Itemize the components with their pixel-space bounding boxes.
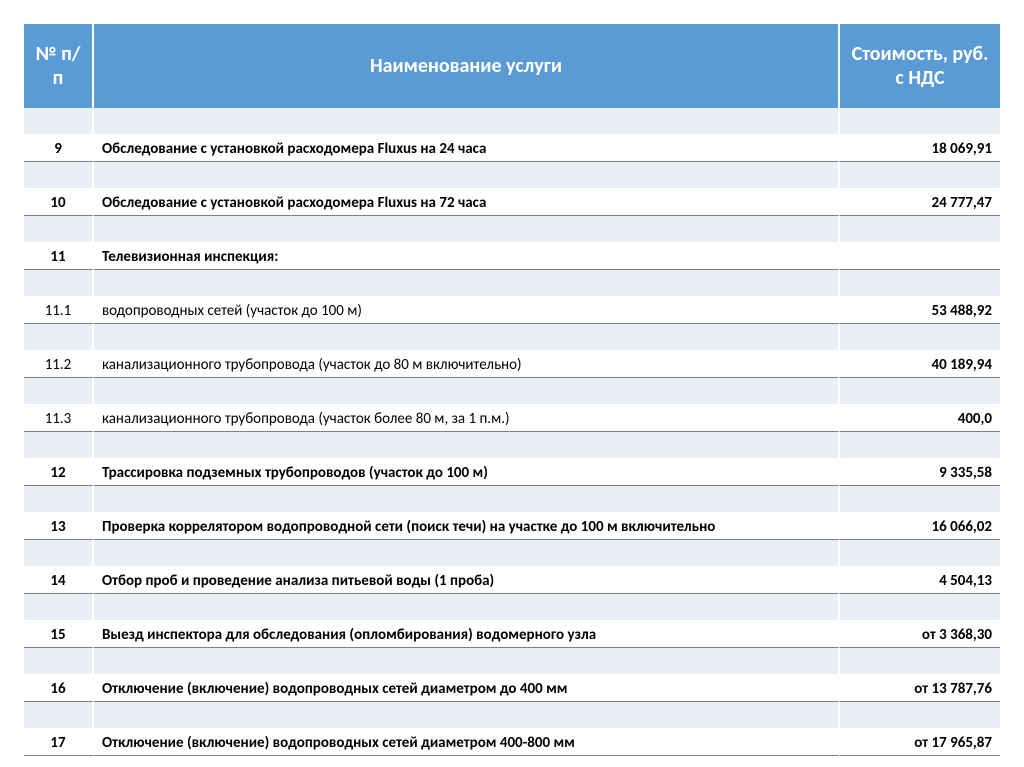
cell-service-name: Обследование с установкой расходомера Fl… (94, 134, 840, 162)
table-row: 9Обследование с установкой расходомера F… (24, 134, 1000, 162)
row-spacer (24, 108, 1000, 134)
cell-price: 24 777,47 (840, 188, 1000, 216)
row-spacer (24, 648, 1000, 674)
cell-service-name: Трассировка подземных трубопроводов (уча… (94, 458, 840, 486)
row-spacer (24, 324, 1000, 350)
cell-number: 14 (24, 566, 94, 594)
row-spacer (24, 270, 1000, 296)
row-spacer (24, 540, 1000, 566)
cell-number: 12 (24, 458, 94, 486)
table-row: 17Отключение (включение) водопроводных с… (24, 728, 1000, 756)
table-row: 11.3канализационного трубопровода (участ… (24, 404, 1000, 432)
cell-number: 13 (24, 512, 94, 540)
cell-number: 11.2 (24, 350, 94, 378)
cell-service-name: Отключение (включение) водопроводных сет… (94, 674, 840, 702)
row-spacer (24, 702, 1000, 728)
cell-number: 9 (24, 134, 94, 162)
cell-price: 40 189,94 (840, 350, 1000, 378)
table-row: 11Телевизионная инспекция: (24, 242, 1000, 270)
table-row: 14Отбор проб и проведение анализа питьев… (24, 566, 1000, 594)
cell-number: 17 (24, 728, 94, 756)
table-row: 15Выезд инспектора для обследования (опл… (24, 620, 1000, 648)
row-spacer (24, 216, 1000, 242)
cell-number: 16 (24, 674, 94, 702)
services-price-table: № п/п Наименование услуги Стоимость, руб… (24, 24, 1000, 756)
cell-service-name: Отбор проб и проведение анализа питьевой… (94, 566, 840, 594)
cell-service-name: Обследование с установкой расходомера Fl… (94, 188, 840, 216)
cell-service-name: канализационного трубопровода (участок б… (94, 404, 840, 432)
row-spacer (24, 378, 1000, 404)
table-row: 12Трассировка подземных трубопроводов (у… (24, 458, 1000, 486)
table-body: 9Обследование с установкой расходомера F… (24, 108, 1000, 756)
cell-number: 11.1 (24, 296, 94, 324)
cell-service-name: Выезд инспектора для обследования (оплом… (94, 620, 840, 648)
cell-number: 15 (24, 620, 94, 648)
cell-number: 11.3 (24, 404, 94, 432)
table-row: 11.2канализационного трубопровода (участ… (24, 350, 1000, 378)
table-row: 11.1водопроводных сетей (участок до 100 … (24, 296, 1000, 324)
row-spacer (24, 162, 1000, 188)
header-price: Стоимость, руб. с НДС (840, 24, 1000, 108)
cell-price: 400,0 (840, 404, 1000, 432)
row-spacer (24, 432, 1000, 458)
cell-service-name: Телевизионная инспекция: (94, 242, 840, 270)
cell-number: 11 (24, 242, 94, 270)
cell-price: 18 069,91 (840, 134, 1000, 162)
cell-price: от 13 787,76 (840, 674, 1000, 702)
cell-service-name: Проверка коррелятором водопроводной сети… (94, 512, 840, 540)
cell-price: 53 488,92 (840, 296, 1000, 324)
cell-price: от 17 965,87 (840, 728, 1000, 756)
cell-price: 16 066,02 (840, 512, 1000, 540)
cell-price: от 3 368,30 (840, 620, 1000, 648)
header-number: № п/п (24, 24, 94, 108)
cell-service-name: Отключение (включение) водопроводных сет… (94, 728, 840, 756)
cell-price (840, 242, 1000, 270)
table-row: 10Обследование с установкой расходомера … (24, 188, 1000, 216)
row-spacer (24, 594, 1000, 620)
cell-number: 10 (24, 188, 94, 216)
table-header-row: № п/п Наименование услуги Стоимость, руб… (24, 24, 1000, 108)
cell-price: 9 335,58 (840, 458, 1000, 486)
row-spacer (24, 486, 1000, 512)
cell-service-name: канализационного трубопровода (участок д… (94, 350, 840, 378)
table-row: 16Отключение (включение) водопроводных с… (24, 674, 1000, 702)
cell-price: 4 504,13 (840, 566, 1000, 594)
header-service: Наименование услуги (94, 24, 840, 108)
table-row: 13Проверка коррелятором водопроводной се… (24, 512, 1000, 540)
cell-service-name: водопроводных сетей (участок до 100 м) (94, 296, 840, 324)
